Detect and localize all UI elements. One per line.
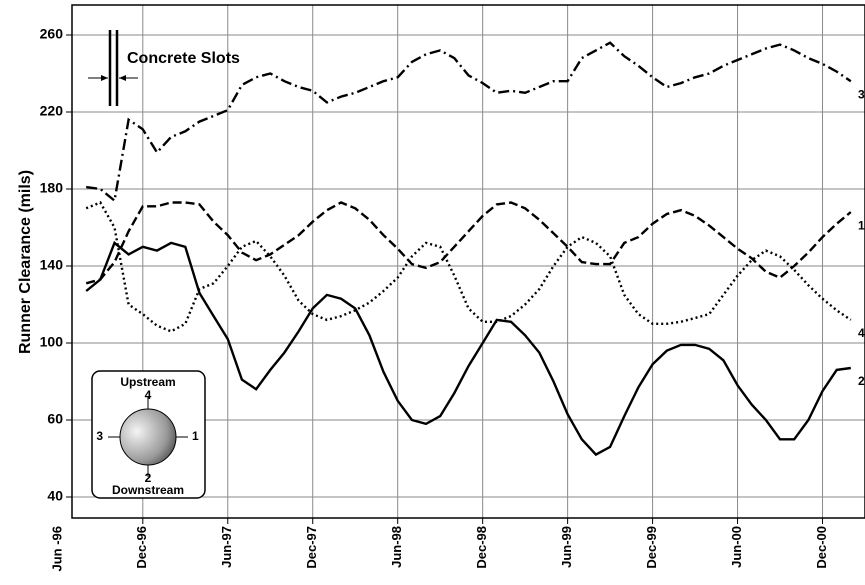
x-tick-label: Jun-98: [389, 526, 404, 568]
legend-downstream: Downstream: [112, 483, 184, 497]
concrete-slots-marker: [88, 30, 138, 106]
annotation: Concrete Slots: [127, 50, 240, 67]
legend-key: 3: [96, 429, 103, 443]
x-tick-label: Jun-99: [559, 526, 574, 568]
y-tick-label: 60: [47, 411, 63, 427]
legend-inset: [91, 370, 206, 499]
series-line: [85, 200, 852, 333]
y-tick-label: 260: [40, 26, 64, 42]
series-line: [85, 201, 852, 285]
x-tick-label: Dec-99: [644, 526, 659, 569]
plot-frame: [71, 4, 865, 519]
x-tick-label: Jun -96: [49, 526, 64, 572]
y-tick-label: 140: [40, 257, 64, 273]
x-tick-label: Jun-00: [729, 526, 744, 568]
x-tick-label: Jun-97: [219, 526, 234, 568]
series-end-label: 2: [858, 374, 865, 388]
series-line: [86, 41, 852, 203]
y-tick-label: 220: [40, 103, 64, 119]
x-tick-label: Dec-96: [134, 526, 149, 569]
x-tick-label: Dec-98: [474, 526, 489, 569]
y-tick-label: 40: [47, 488, 63, 504]
legend-key: 2: [145, 471, 152, 485]
series-end-label: 1: [858, 218, 865, 232]
series-end-label: 4: [858, 326, 865, 340]
legend-upstream: Upstream: [120, 375, 175, 389]
series-end-label: 3: [858, 87, 865, 101]
y-tick-label: 180: [40, 180, 64, 196]
x-tick-label: Dec-97: [304, 526, 319, 569]
legend-key: 1: [192, 429, 199, 443]
series-line: [85, 240, 851, 457]
y-tick-label: 100: [40, 334, 64, 350]
legend-key: 4: [145, 388, 152, 402]
y-axis-label: Runner Clearance (mils): [17, 170, 34, 354]
x-tick-label: Dec-00: [814, 526, 829, 569]
